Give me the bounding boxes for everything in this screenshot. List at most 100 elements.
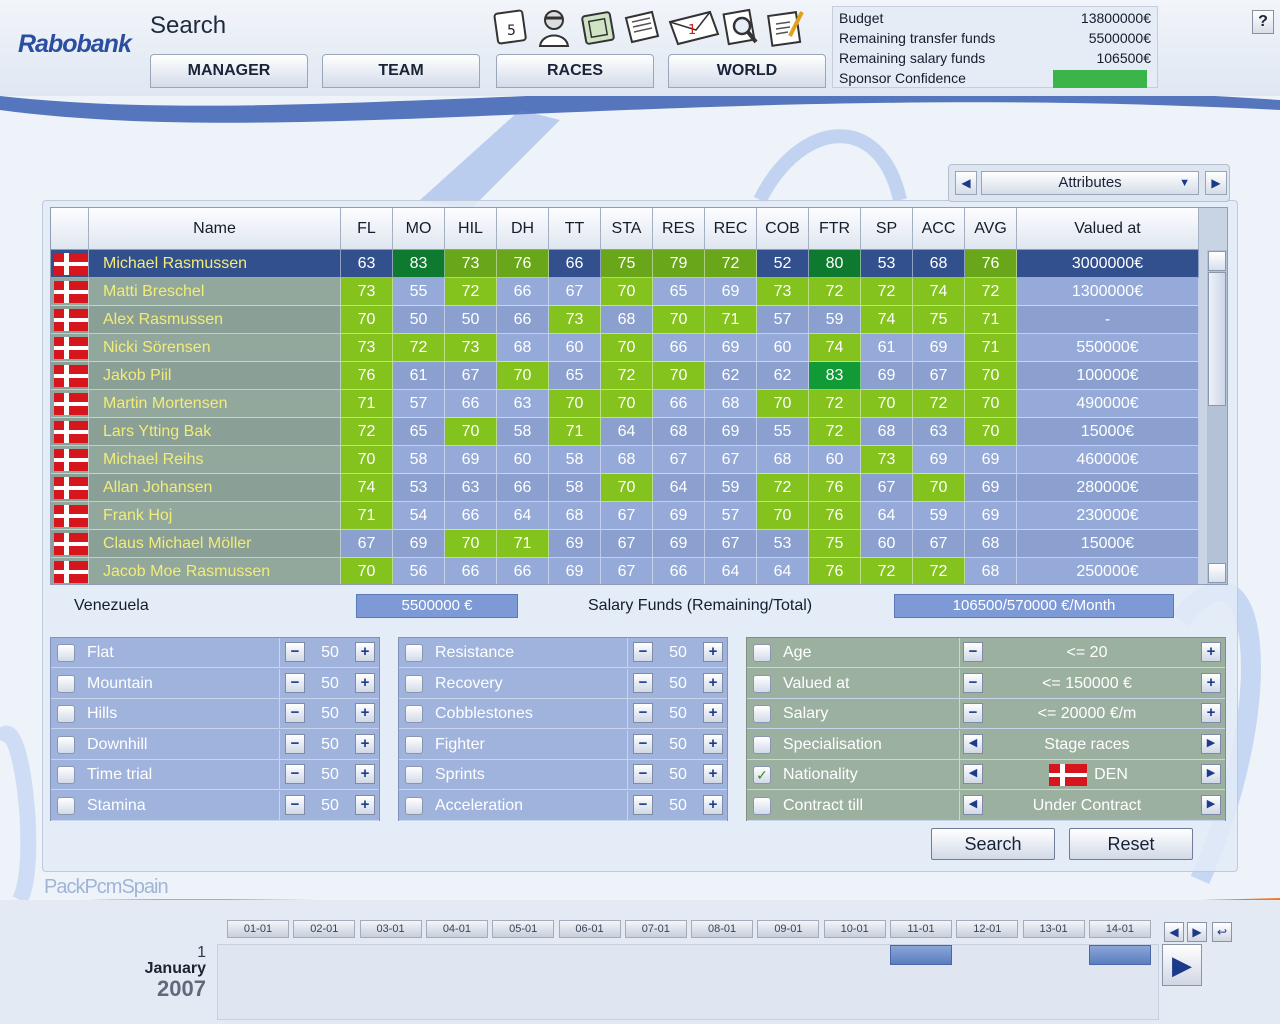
table-row[interactable]: Alex Rasmussen 70 50 50 66 73 68 70 71 57 59 74 75 71… — [51, 306, 1207, 334]
increase-button[interactable]: + — [703, 733, 723, 754]
decrease-button[interactable]: − — [285, 764, 305, 784]
table-row[interactable]: Matti Breschel 73 55 72 66 67 70 65 69 73 72 72 74 72… — [51, 278, 1207, 306]
filter-checkbox[interactable] — [405, 796, 423, 815]
next-option-button[interactable]: ▶ — [1201, 733, 1221, 754]
date-tab[interactable]: 08-01 — [691, 920, 754, 938]
date-tab[interactable]: 02-01 — [293, 920, 356, 938]
tab-races[interactable]: RACES — [496, 54, 654, 88]
rider-name[interactable]: Lars Ytting Bak — [89, 418, 341, 446]
table-row[interactable]: Claus Michael Möller 67 69 70 71 69 67 69 67 53 75… — [51, 530, 1207, 558]
increase-button[interactable]: + — [355, 672, 375, 693]
decrease-button[interactable]: − — [285, 642, 305, 662]
date-tab[interactable]: 04-01 — [425, 920, 488, 938]
date-tab[interactable]: 05-01 — [492, 920, 555, 938]
increase-button[interactable]: + — [703, 794, 723, 815]
rider-name[interactable]: Martin Mortensen — [89, 390, 341, 418]
decrease-button[interactable]: − — [633, 733, 653, 754]
reset-button[interactable]: Reset — [1069, 828, 1193, 860]
scroll-down-button[interactable] — [1208, 563, 1226, 583]
filter-checkbox[interactable] — [405, 705, 423, 723]
rider-name[interactable]: Jakob Piil — [89, 362, 341, 390]
filter-checkbox[interactable] — [57, 766, 75, 784]
increase-button[interactable]: + — [703, 642, 723, 662]
rider-name[interactable]: Michael Reihs — [89, 446, 341, 474]
column-header-res[interactable]: RES — [653, 208, 705, 250]
rider-name[interactable]: Alex Rasmussen — [89, 306, 341, 334]
filter-checkbox[interactable] — [405, 674, 423, 693]
criteria-checkbox[interactable] — [753, 705, 771, 723]
date-tab[interactable]: 01-01 — [227, 920, 289, 938]
rider-name[interactable]: Frank Hoj — [89, 502, 341, 530]
rider-name[interactable]: Matti Breschel — [89, 278, 341, 306]
calendar-today-button[interactable]: ↩ — [1212, 922, 1232, 942]
newspaper-icon[interactable] — [622, 6, 662, 48]
column-header-mo[interactable]: MO — [393, 208, 445, 250]
filter-checkbox[interactable] — [57, 674, 75, 693]
calendar-timeline[interactable] — [217, 944, 1159, 1020]
filter-checkbox[interactable] — [57, 644, 75, 662]
column-header-ftr[interactable]: FTR — [809, 208, 861, 250]
date-tab[interactable]: 09-01 — [757, 920, 820, 938]
criteria-checkbox[interactable] — [753, 674, 771, 693]
money-icon[interactable] — [578, 6, 618, 48]
column-header-tt[interactable]: TT — [549, 208, 601, 250]
table-row[interactable]: Michael Reihs 70 58 69 60 58 68 67 67 68 60 73 69 69 4… — [51, 446, 1207, 474]
date-tab[interactable]: 10-01 — [823, 920, 886, 938]
criteria-checkbox[interactable] — [753, 644, 771, 662]
decrease-button[interactable]: − — [633, 794, 653, 815]
date-tab[interactable]: 12-01 — [956, 920, 1019, 938]
table-row[interactable]: Nicki Sörensen 73 72 73 68 60 70 66 69 60 74 61 69 71… — [51, 334, 1207, 362]
table-row[interactable]: Lars Ytting Bak 72 65 70 58 71 64 68 69 55 72 68 63 7… — [51, 418, 1207, 446]
filter-checkbox[interactable] — [57, 705, 75, 723]
column-header-name[interactable]: Name — [89, 208, 341, 250]
increase-button[interactable]: + — [703, 672, 723, 693]
criteria-checkbox[interactable]: ✓ — [753, 766, 771, 784]
prev-option-button[interactable]: ◀ — [963, 733, 983, 754]
view-dropdown[interactable]: Attributes ▼ — [981, 171, 1199, 195]
table-row[interactable]: Frank Hoj 71 54 66 64 68 67 69 57 70 76 64 59 69 23000… — [51, 502, 1207, 530]
increase-button[interactable]: + — [703, 703, 723, 723]
table-row[interactable]: Jakob Piil 76 61 67 70 65 72 70 62 62 83 69 67 70 1000… — [51, 362, 1207, 390]
date-tab[interactable]: 14-01 — [1088, 920, 1151, 938]
rider-name[interactable]: Michael Rasmussen — [89, 250, 341, 278]
date-tab[interactable]: 06-01 — [558, 920, 621, 938]
increase-button[interactable]: + — [355, 764, 375, 784]
table-row[interactable]: Jacob Moe Rasmussen 70 56 66 66 69 67 66 64 64 76 7… — [51, 558, 1207, 584]
table-scrollbar[interactable] — [1207, 250, 1227, 584]
decrease-button[interactable]: − — [633, 703, 653, 723]
decrease-button[interactable]: − — [285, 703, 305, 723]
column-header-sta[interactable]: STA — [601, 208, 653, 250]
column-header-dh[interactable]: DH — [497, 208, 549, 250]
scroll-thumb[interactable] — [1208, 272, 1226, 406]
next-option-button[interactable]: ▶ — [1201, 764, 1221, 784]
tab-team[interactable]: TEAM — [322, 54, 480, 88]
scroll-up-button[interactable] — [1208, 251, 1226, 271]
view-next-button[interactable]: ▶ — [1205, 171, 1227, 195]
notepad-icon[interactable] — [766, 6, 806, 48]
filter-checkbox[interactable] — [405, 644, 423, 662]
race-event-marker[interactable] — [1089, 945, 1151, 965]
increase-button[interactable]: + — [355, 703, 375, 723]
increase-button[interactable]: + — [703, 764, 723, 784]
decrease-button[interactable]: − — [963, 672, 983, 693]
table-row[interactable]: Martin Mortensen 71 57 66 63 70 70 66 68 70 72 70 72… — [51, 390, 1207, 418]
date-tab[interactable]: 07-01 — [624, 920, 687, 938]
prev-option-button[interactable]: ◀ — [963, 764, 983, 784]
increase-button[interactable]: + — [1201, 672, 1221, 693]
calendar-icon[interactable]: 5 — [490, 6, 530, 48]
table-row[interactable]: Michael Rasmussen 63 83 73 76 66 75 79 72 52 80 53 6… — [51, 250, 1207, 278]
column-header-sp[interactable]: SP — [861, 208, 913, 250]
continue-button[interactable]: ▶ — [1162, 944, 1202, 986]
view-prev-button[interactable]: ◀ — [955, 171, 977, 195]
decrease-button[interactable]: − — [285, 794, 305, 815]
rider-name[interactable]: Allan Johansen — [89, 474, 341, 502]
table-row[interactable]: Allan Johansen 74 53 63 66 58 70 64 59 72 76 67 70 69… — [51, 474, 1207, 502]
decrease-button[interactable]: − — [285, 733, 305, 754]
date-tab[interactable]: 03-01 — [359, 920, 422, 938]
calendar-prev-button[interactable]: ◀ — [1164, 922, 1184, 942]
decrease-button[interactable]: − — [963, 703, 983, 723]
calendar-next-button[interactable]: ▶ — [1187, 922, 1207, 942]
race-event-marker[interactable] — [890, 945, 952, 965]
rider-name[interactable]: Claus Michael Möller — [89, 530, 341, 558]
column-header-avg[interactable]: AVG — [965, 208, 1017, 250]
